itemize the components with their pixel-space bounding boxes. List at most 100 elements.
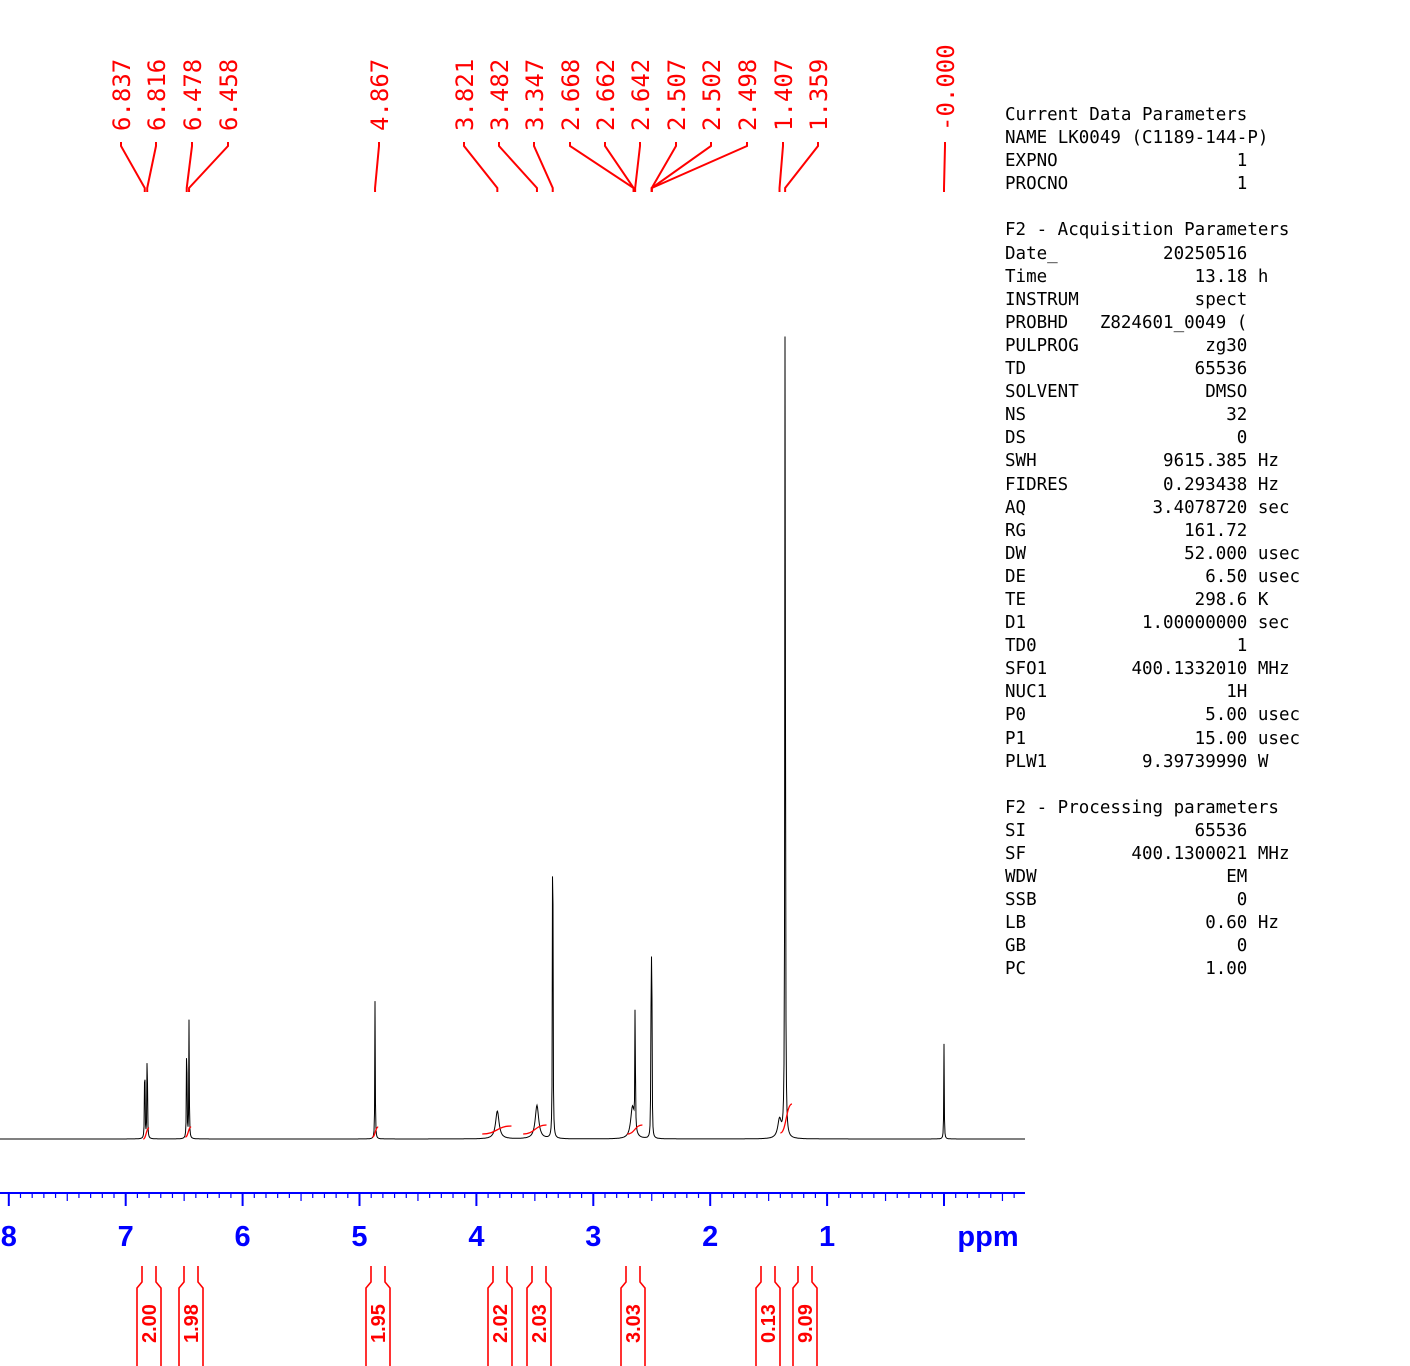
param-row: PROCNO 1 [1005,173,1300,196]
peak-label: 2.662 [592,59,620,131]
tick-label: 8 [1,1221,17,1253]
param-value: 0.293438 [1068,474,1248,495]
param-value: 9615.385 [1036,451,1248,472]
param-unit: W [1247,751,1269,772]
peak-label-leader [498,142,538,192]
peak-label: 2.642 [627,59,655,131]
integral-bracket [365,1266,391,1366]
integral-trace [523,1124,547,1135]
param-value: 52.000 [1026,543,1248,564]
integral-value: 1.98 [181,1304,203,1343]
integral-trace [142,1127,150,1140]
peak-label-leader [650,142,748,192]
param-key: SOLVENT [1005,382,1079,403]
param-unit: usec [1247,705,1301,726]
param-value: 0 [1026,936,1248,957]
peak-label: 1.359 [805,59,833,131]
param-key: D1 [1005,613,1027,634]
tick-label: 7 [118,1221,134,1253]
peak-label: 4.867 [366,59,394,131]
param-row: RG 161.72 [1005,520,1300,543]
param-value: 0 [1026,428,1248,449]
param-key: TD [1005,359,1027,380]
acquisition-params-title: F2 - Acquisition Parameters [1005,220,1290,241]
param-value: 1.00 [1026,959,1248,980]
peak-label-leader [533,142,554,192]
param-row: Time 13.18 h [1005,266,1300,289]
param-key: TD0 [1005,636,1037,657]
param-row: DW 52.000 usec [1005,543,1300,566]
integral-value: 3.03 [623,1304,645,1343]
param-row: AQ 3.4078720 sec [1005,497,1300,520]
param-unit: Hz [1247,474,1279,495]
param-key: Time [1005,266,1048,287]
peak-label-group: 6.837 6.816 6.478 6.458 4.867 3.821 3.482 3.347… [108,44,960,192]
param-key: PLW1 [1005,751,1048,772]
tick-label: 1 [819,1221,835,1253]
param-unit: h [1247,266,1269,287]
param-value: EM [1036,867,1248,888]
param-key: Date_ [1005,243,1058,264]
param-row: PC 1.00 [1005,958,1300,981]
integral-value: 2.00 [139,1304,161,1343]
peak-label-leader [778,142,784,192]
peak-label-leader [120,142,146,192]
param-row: WDW EM [1005,866,1300,889]
x-axis: 8 7 6 5 4 3 2 1 ppm [0,1192,1025,1253]
param-key: SF [1005,844,1027,864]
param-key: DW [1005,543,1027,564]
peak-label-leader [374,142,380,192]
integral-bracket [620,1266,646,1366]
integral-value: 2.03 [529,1304,551,1343]
param-value: 0 [1036,890,1248,911]
peak-label: 3.821 [451,59,479,131]
param-key: DS [1005,428,1027,449]
param-key: FIDRES [1005,474,1069,495]
peak-label: 1.407 [770,59,798,131]
param-key: INSTRUM [1005,289,1079,310]
param-key: PROBHD [1005,312,1069,333]
integral-bracket [136,1266,162,1366]
param-row: NS 32 [1005,404,1300,427]
param-row: D1 1.00000000 sec [1005,612,1300,635]
peak-label-leader [185,142,193,192]
integral-value: 0.13 [758,1304,780,1343]
param-value: DMSO [1078,382,1248,403]
spectrum-group [0,336,1025,1140]
param-value: 65536 [1026,359,1248,380]
param-row: EXPNO 1 [1005,150,1300,173]
param-row: DS 0 [1005,427,1300,450]
param-row: GB 0 [1005,935,1300,958]
integral-bracket [526,1266,552,1366]
peak-label: 2.502 [698,59,726,131]
param-key: SFO1 [1005,659,1048,680]
peak-label: 6.816 [143,59,171,131]
peak-label-leader [634,142,641,192]
param-value: 161.72 [1026,520,1248,541]
param-value: zg30 [1078,335,1248,356]
peak-label: 3.347 [521,59,549,131]
param-key: SWH [1005,451,1037,472]
peak-label-leader [188,142,229,192]
param-row: SF 400.1300021 MHz [1005,843,1300,866]
param-value: 9.39739990 [1047,751,1248,772]
peak-label-leader [463,142,499,192]
param-key: PROCNO [1005,174,1069,195]
param-unit: MHz [1247,659,1290,680]
param-row: SSB 0 [1005,889,1300,912]
integral-bracket [792,1266,818,1366]
peak-label: 2.668 [557,59,585,131]
param-value: 20250516 [1057,243,1248,264]
parameters-panel: Current Data Parameters NAME LK0049 (C118… [1005,104,1300,982]
integral-trace [372,1126,379,1138]
spectrum-trace [0,336,1025,1140]
tick-label: 2 [702,1221,718,1253]
peak-label-leader [146,142,157,192]
param-row: INSTRUM spect [1005,289,1300,312]
peak-label: -0.000 [932,44,960,131]
param-value: 1H [1047,682,1248,703]
integral-bracket [487,1266,513,1366]
param-key: GB [1005,936,1027,957]
param-key: NUC1 [1005,682,1048,703]
integral-bracket [178,1266,204,1366]
